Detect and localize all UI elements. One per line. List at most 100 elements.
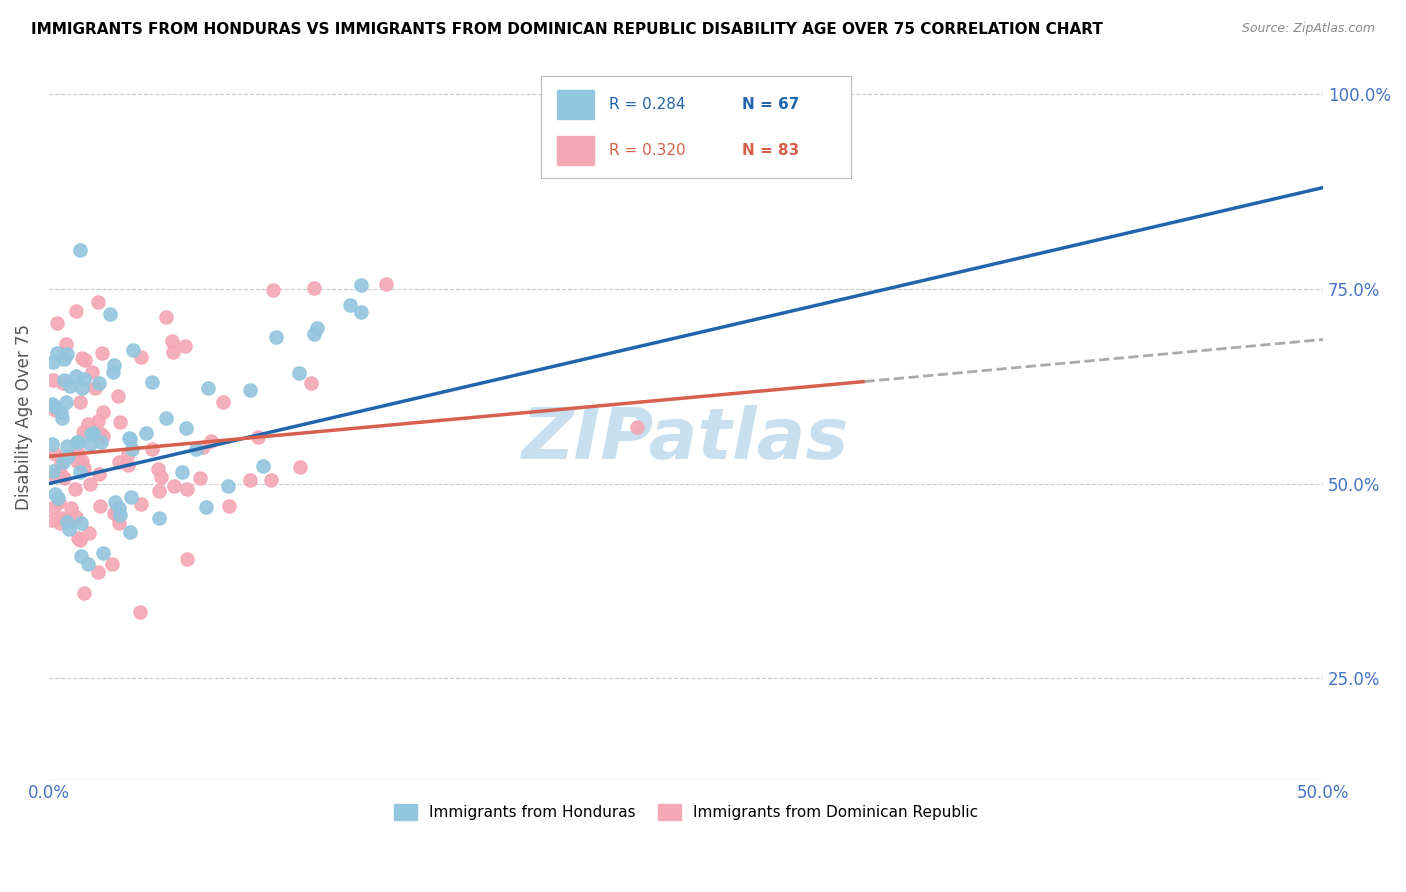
Point [73,372,96,386]
Point [186,442,208,456]
Point [104,507,127,521]
Point [90,426,112,441]
Point [107,389,129,403]
Point [122,343,145,357]
Point [266,330,288,344]
Point [288,366,311,380]
Point [41,397,63,411]
Text: N = 67: N = 67 [742,97,800,112]
Point [195,500,218,514]
Point [141,442,163,457]
Point [148,510,170,524]
Point [103,358,125,372]
Point [69,243,91,257]
Point [108,455,131,469]
Point [217,479,239,493]
Point [162,345,184,359]
Point [117,458,139,472]
Point [146,461,169,475]
Point [91,429,114,443]
Point [121,442,143,457]
Point [174,338,197,352]
Point [51,511,73,525]
Point [90,346,112,360]
Point [56,515,79,529]
Point [252,458,274,473]
Text: ZIPatlas: ZIPatlas [523,405,849,474]
Point [288,460,311,475]
Point [51,469,73,483]
Point [91,546,114,560]
Point [58,450,80,464]
Text: R = 0.284: R = 0.284 [609,97,686,112]
Point [60,501,83,516]
Point [46,491,69,505]
Point [56,440,79,454]
Point [211,395,233,409]
Point [42,354,65,368]
Point [90,434,112,449]
Point [44,487,66,501]
Point [42,468,65,483]
Point [72,381,94,395]
Point [339,297,361,311]
FancyBboxPatch shape [557,90,593,119]
Point [108,415,131,429]
Point [44,500,66,514]
Point [262,284,284,298]
Point [89,376,111,391]
Point [42,464,65,478]
Y-axis label: Disability Age Over 75: Disability Age Over 75 [15,325,32,510]
Point [49,405,72,419]
Point [120,432,142,446]
Point [197,381,219,395]
Point [148,484,170,499]
Point [69,465,91,479]
Point [69,394,91,409]
Point [107,516,129,530]
Point [59,379,82,393]
Point [89,499,111,513]
Point [98,307,121,321]
Point [374,277,396,291]
Point [170,465,193,479]
Point [176,482,198,496]
Point [65,510,87,524]
Point [104,495,127,509]
Point [129,497,152,511]
Point [174,421,197,435]
Point [70,549,93,563]
Point [86,566,108,580]
Point [301,376,323,390]
Point [87,414,110,428]
Point [108,508,131,522]
Point [51,411,73,425]
Point [65,369,87,384]
Point [120,524,142,539]
Point [77,557,100,571]
Point [48,495,70,509]
Point [44,399,66,413]
Point [117,447,139,461]
Point [41,513,63,527]
Point [52,471,75,485]
Point [218,499,240,513]
Point [55,513,77,527]
Point [101,557,124,571]
Point [42,373,65,387]
Point [193,440,215,454]
Point [53,352,76,367]
Point [118,431,141,445]
Point [350,277,373,292]
Point [128,605,150,619]
Point [103,507,125,521]
Point [51,458,73,472]
Point [53,373,76,387]
Point [160,334,183,348]
Point [79,437,101,451]
Text: N = 83: N = 83 [742,144,800,158]
Point [52,376,75,391]
Point [307,321,329,335]
Point [73,586,96,600]
Point [163,479,186,493]
